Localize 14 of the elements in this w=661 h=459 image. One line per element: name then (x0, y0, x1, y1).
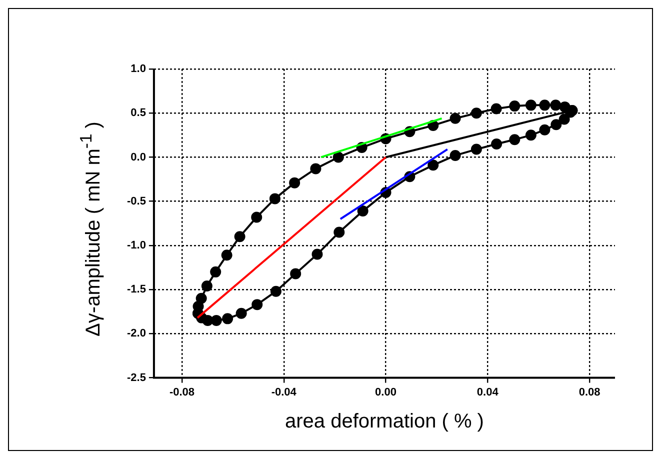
y-tick-label: 0.5 (130, 107, 146, 120)
y-tick-label: -0.5 (126, 195, 146, 208)
x-tick-label: 0.00 (375, 386, 396, 398)
y-tick-label: -2.5 (126, 372, 146, 384)
x-axis-title: area deformation ( % ) (284, 410, 484, 433)
x-tick-label: -0.04 (271, 386, 298, 398)
x-tick-label: 0.04 (476, 386, 500, 398)
y-tick-label: -1.0 (126, 239, 146, 252)
y-tick-label: 0.0 (130, 151, 146, 164)
x-tick-label: 0.08 (578, 386, 600, 398)
y-tick-label: -2.0 (126, 328, 146, 340)
y-tick-label: -1.5 (126, 284, 146, 296)
x-tick-label: -0.08 (169, 386, 195, 398)
y-tick-label: 1.0 (130, 63, 146, 76)
